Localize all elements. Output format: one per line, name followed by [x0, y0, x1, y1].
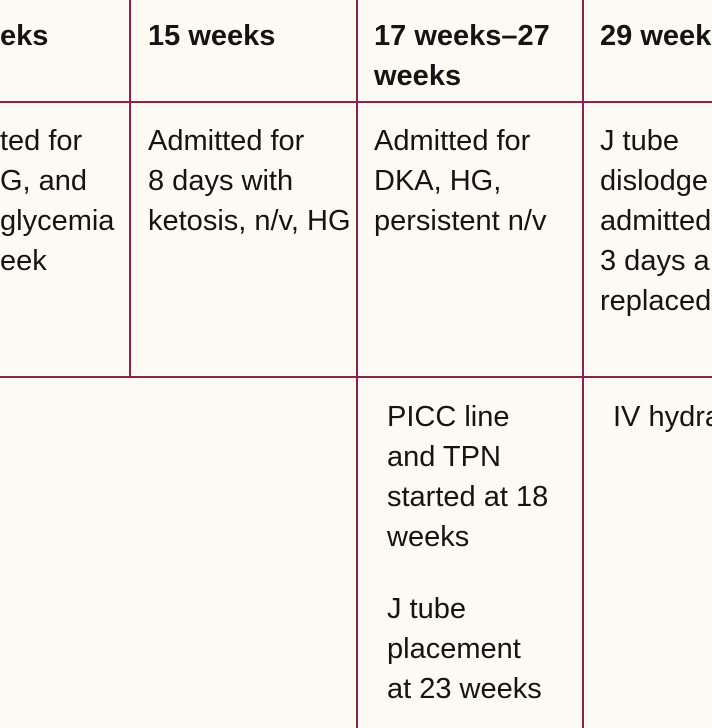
cell-text: weeks — [387, 521, 470, 553]
cell-text: started at 18 — [387, 481, 549, 513]
cell-text: IV hydra — [613, 401, 712, 433]
cell-text: admitted — [600, 205, 712, 237]
column-divider — [582, 0, 584, 728]
cell-text: eek — [0, 245, 47, 277]
header-cell: 29 week — [600, 20, 712, 52]
header-cell: eks — [0, 20, 49, 52]
cell-text: ted for — [0, 125, 83, 157]
cell-text: glycemia — [0, 205, 115, 237]
header-cell: 17 weeks–27 — [374, 20, 550, 52]
column-divider — [129, 0, 131, 377]
cell-text: dislodge — [600, 165, 709, 197]
cell-text: Admitted for — [148, 125, 305, 157]
cell-text: 8 days with — [148, 165, 294, 197]
cell-text: persistent n/v — [374, 205, 547, 237]
cell-text: J tube — [387, 593, 466, 625]
cell-text: replaced — [600, 285, 712, 317]
cell-text: G, and — [0, 165, 88, 197]
cell-text: and TPN — [387, 441, 501, 473]
cell-text: PICC line — [387, 401, 510, 433]
cell-text: J tube — [600, 125, 679, 157]
cell-text: placement — [387, 633, 521, 665]
cell-text: Admitted for — [374, 125, 531, 157]
column-divider — [356, 0, 358, 728]
cell-text: at 23 weeks — [387, 673, 542, 705]
header-cell: weeks — [374, 60, 462, 92]
cell-text: DKA, HG, — [374, 165, 502, 197]
header-cell: 15 weeks — [148, 20, 276, 52]
cell-text: 3 days a — [600, 245, 710, 277]
cell-text: ketosis, n/v, HG — [148, 205, 351, 237]
